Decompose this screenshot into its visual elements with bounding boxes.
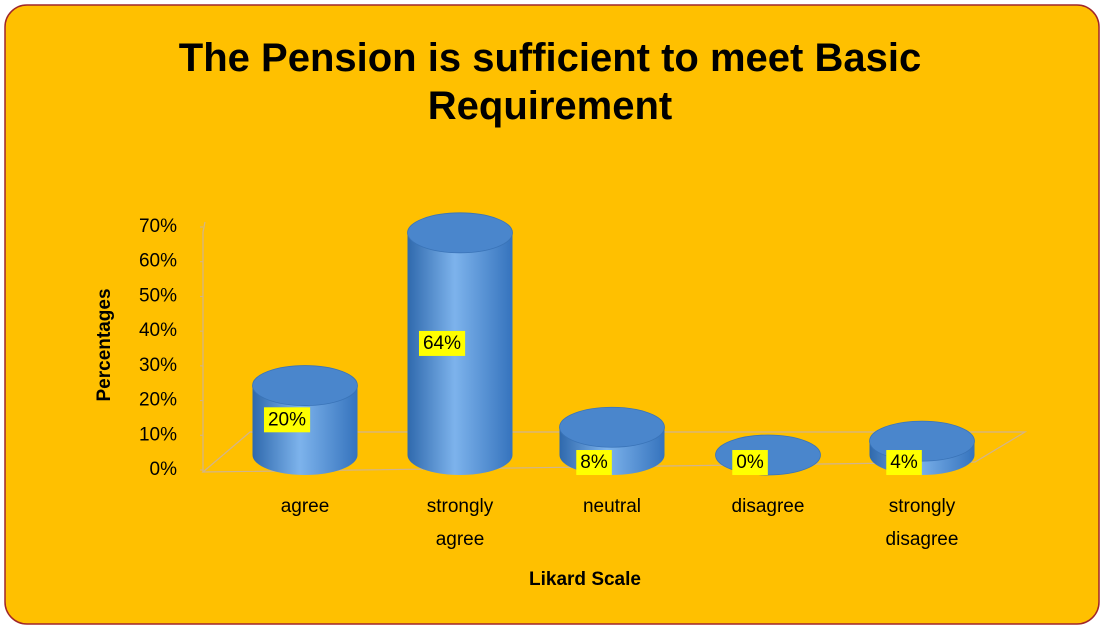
value-label-text: 20%: [268, 409, 306, 430]
value-label-text: 0%: [736, 452, 764, 473]
value-label: 20%: [263, 407, 311, 433]
x-tick-label: strongly disagree: [886, 496, 959, 550]
chart-title: The Pension is sufficient to meet Basic R…: [179, 36, 921, 128]
x-tick-label: strongly agree: [427, 496, 494, 550]
x-axis-title: Likard Scale: [529, 569, 641, 590]
value-label-bg: [886, 450, 922, 476]
y-tick-label: 20%: [139, 390, 177, 411]
x-tick-label: neutral: [583, 496, 641, 517]
y-tick-label: 40%: [139, 320, 177, 341]
value-label: 4%: [886, 450, 922, 476]
value-label-text: 8%: [580, 452, 608, 473]
value-label-bg: [732, 450, 768, 476]
y-tick-label: 70%: [139, 216, 177, 237]
bar-top: [559, 406, 665, 448]
value-label-bg: [263, 407, 311, 433]
bar-top: [869, 420, 975, 462]
y-tick-label: 50%: [139, 285, 177, 306]
value-label: 8%: [576, 450, 612, 476]
floor: [201, 431, 1028, 473]
y-tick-label: 0%: [150, 459, 178, 480]
x-tick-label: agree: [281, 496, 330, 517]
value-label-bg: [418, 330, 466, 356]
value-label: 64%: [418, 330, 466, 356]
value-label: 0%: [732, 450, 768, 476]
y-tick-label: 10%: [139, 424, 177, 445]
value-label-text: 4%: [890, 452, 918, 473]
y-axis-title: Percentages: [94, 288, 115, 401]
x-tick-label: disagree: [732, 496, 805, 517]
value-label-bg: [576, 450, 612, 476]
back-wall: [202, 221, 206, 472]
y-tick-label: 30%: [139, 355, 177, 376]
bar-top: [407, 212, 513, 254]
bar-top: [252, 365, 358, 406]
bar-top: [715, 434, 821, 476]
y-tick-label: 60%: [139, 251, 177, 272]
value-label-text: 64%: [423, 333, 461, 354]
